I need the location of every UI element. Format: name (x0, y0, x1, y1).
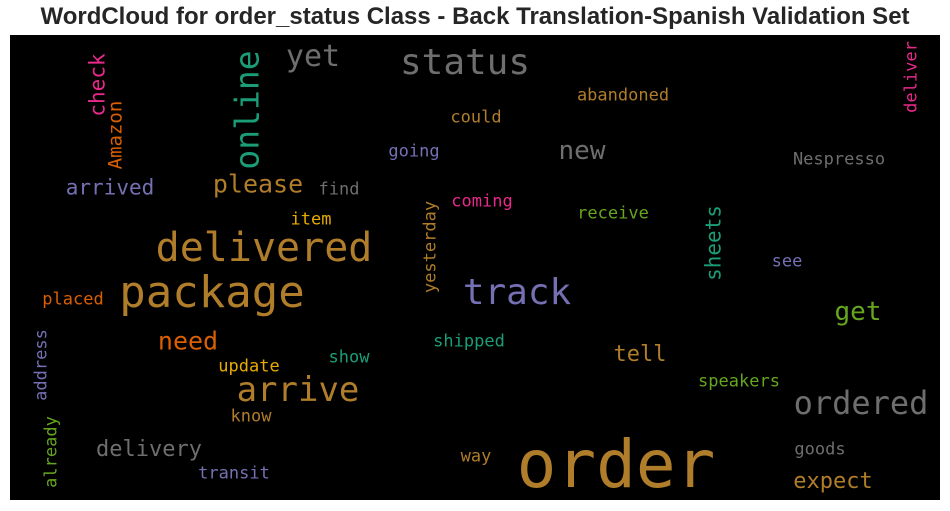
word-expect: expect (793, 469, 873, 494)
word-yet: yet (285, 39, 341, 74)
word-delivered: delivered (155, 225, 373, 271)
word-need: need (157, 326, 219, 356)
word-yesterday: yesterday (420, 200, 441, 294)
word-receive: receive (577, 203, 649, 224)
word-arrive: arrive (236, 370, 360, 410)
word-delivery: delivery (96, 437, 202, 462)
word-please: please (212, 169, 304, 199)
word-coming: coming (451, 191, 513, 212)
word-going: going (388, 141, 440, 162)
word-transit: transit (198, 463, 270, 484)
word-sheets: sheets (701, 205, 726, 281)
word-online: online (227, 50, 267, 170)
word-update: update (218, 356, 280, 377)
word-ordered: ordered (793, 384, 929, 422)
word-see: see (771, 251, 803, 272)
word-way: way (460, 446, 492, 467)
word-shipped: shipped (433, 331, 505, 352)
word-could: could (450, 107, 502, 128)
word-get: get (834, 297, 882, 327)
word-show: show (328, 347, 370, 368)
word-order: order (516, 426, 716, 500)
word-address: address (31, 329, 52, 401)
word-track: track (462, 272, 572, 313)
word-deliver: deliver (901, 41, 922, 113)
word-amazon: Amazon (104, 100, 127, 170)
word-already: already (41, 416, 62, 488)
word-package: package (119, 267, 305, 318)
word-new: new (558, 136, 606, 166)
word-speakers: speakers (698, 371, 780, 392)
word-arrived: arrived (65, 175, 155, 200)
word-abandoned: abandoned (576, 85, 670, 106)
word-placed: placed (42, 289, 104, 310)
chart-title: WordCloud for order_status Class - Back … (40, 3, 910, 30)
word-tell: tell (613, 342, 667, 367)
word-know: know (230, 406, 272, 427)
word-goods: goods (794, 439, 846, 460)
word-cloud-canvas: order package delivered status track arrive or… (10, 35, 940, 500)
word-status: status (399, 42, 531, 83)
word-item: item (290, 209, 332, 230)
word-find: find (318, 179, 360, 200)
word-nespresso: Nespresso (792, 149, 886, 170)
